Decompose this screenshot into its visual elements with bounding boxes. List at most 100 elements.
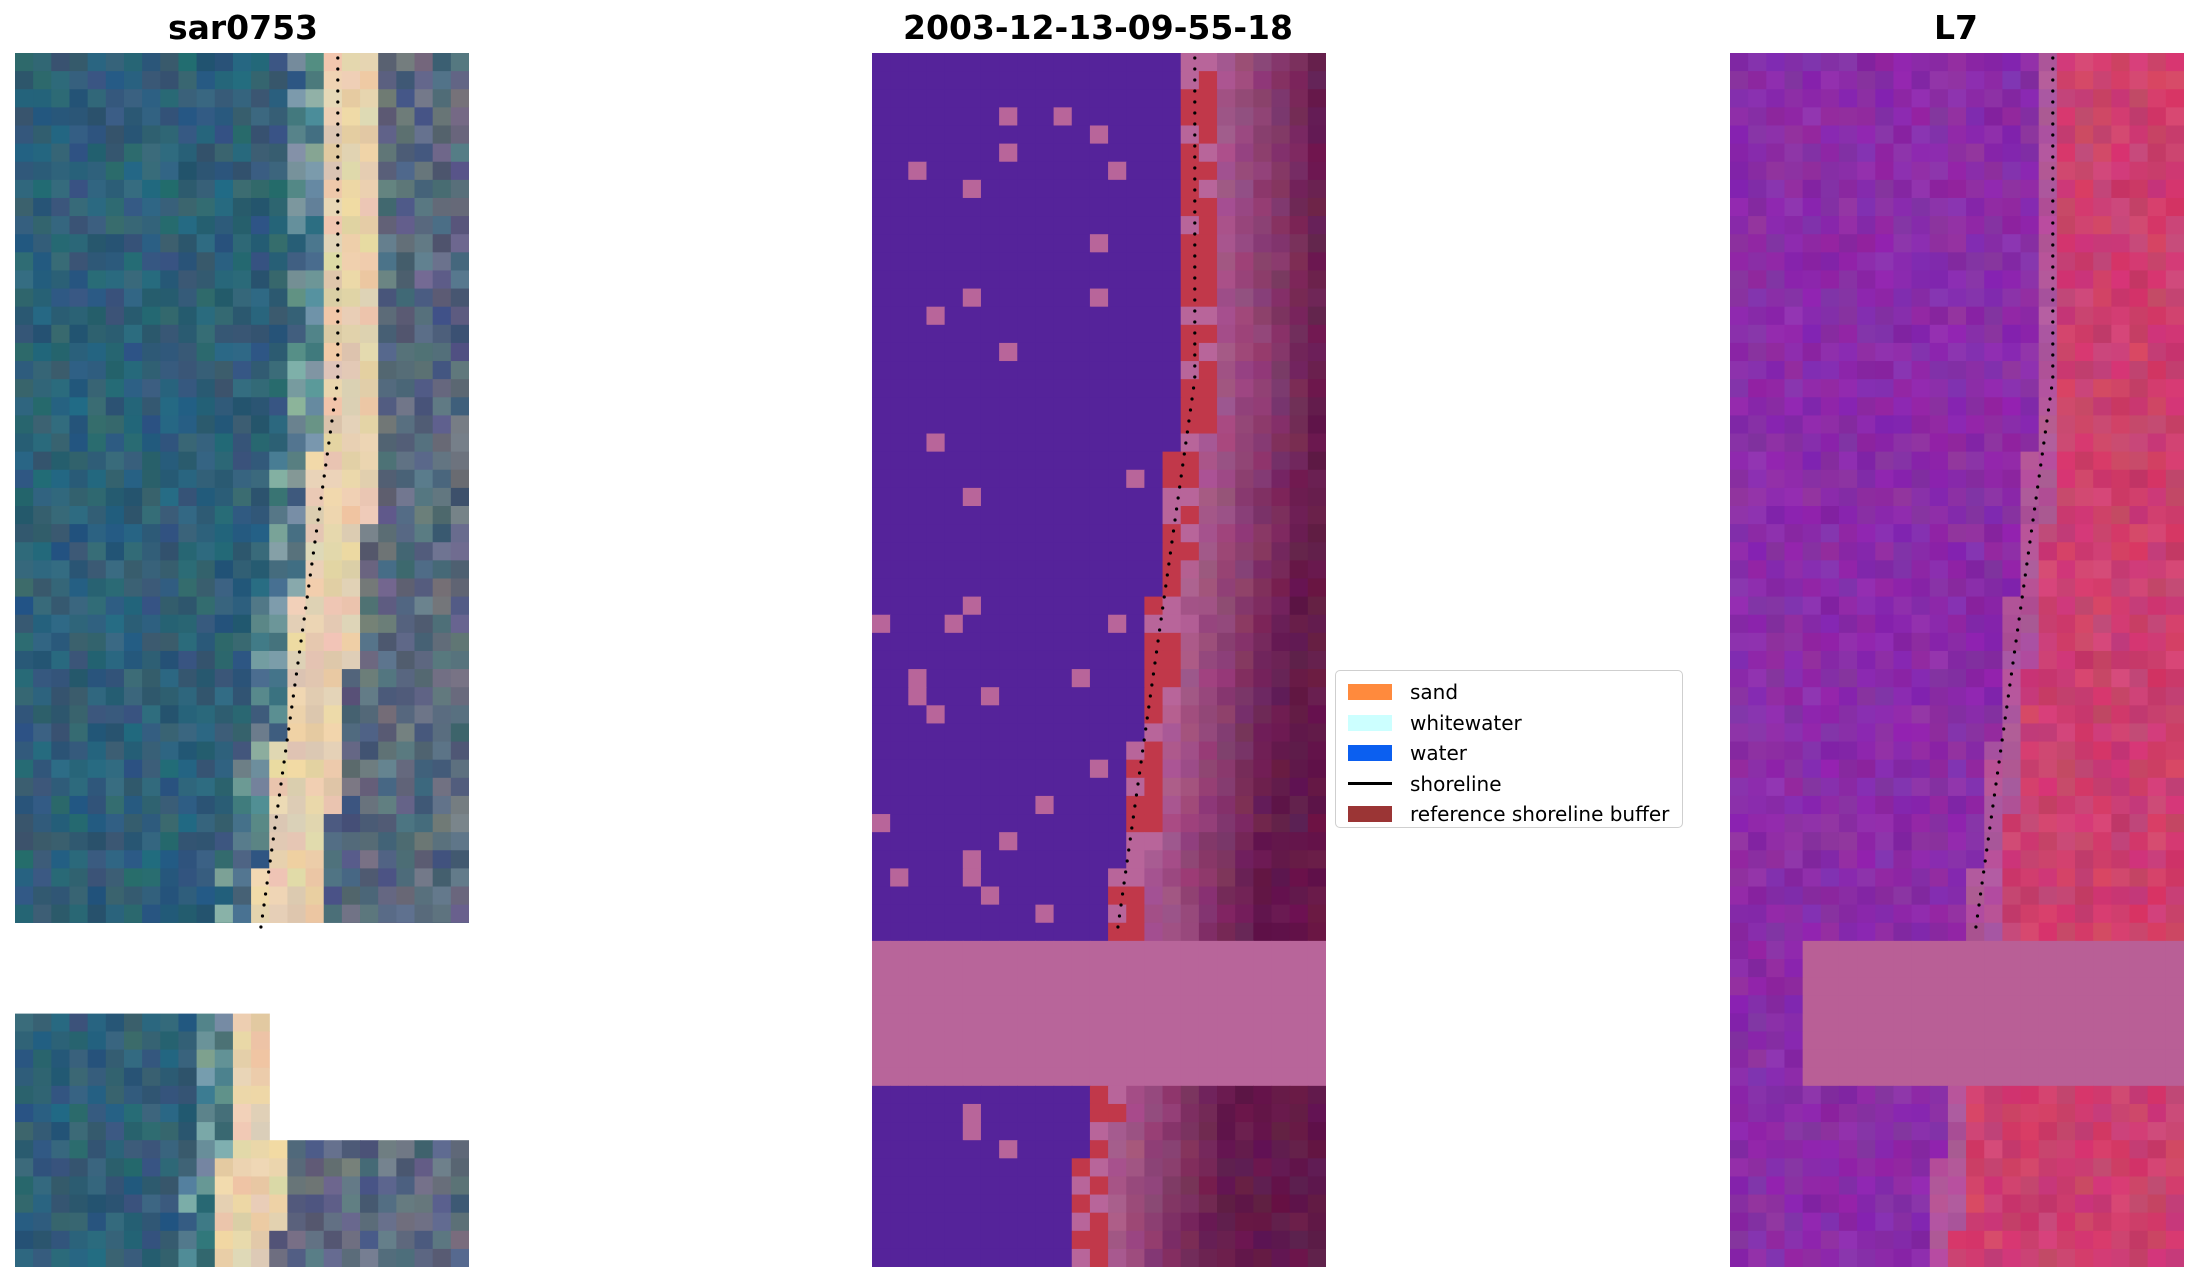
shoreline-point <box>336 67 340 71</box>
shoreline-point <box>2028 540 2032 544</box>
shoreline-point <box>1145 716 1149 720</box>
shoreline-point <box>2051 375 2055 379</box>
shoreline-point <box>2025 562 2029 566</box>
shoreline-point <box>1150 683 1154 687</box>
shoreline-point <box>263 892 268 896</box>
shoreline-point <box>1193 67 1197 71</box>
shoreline-point <box>285 738 289 742</box>
shoreline-point <box>1165 573 1169 577</box>
shoreline-point <box>1136 782 1140 786</box>
shoreline-point <box>2017 617 2021 621</box>
shoreline-point <box>1989 815 1993 819</box>
shoreline-point <box>336 309 340 313</box>
shoreline-point <box>336 188 340 192</box>
shoreline-point <box>1193 188 1197 192</box>
legend-item-water: water <box>1348 738 1670 769</box>
shoreline-point <box>2051 221 2055 225</box>
shoreline-point <box>1193 177 1197 181</box>
legend-item-whitewater: whitewater <box>1348 708 1670 739</box>
shoreline-point <box>2008 683 2012 687</box>
shoreline-point <box>1117 914 1122 918</box>
shoreline-point <box>336 353 340 357</box>
legend-item-sand: sand <box>1348 677 1670 708</box>
shoreline-point <box>336 210 340 214</box>
shoreline-point <box>322 474 326 478</box>
shoreline-point <box>293 683 297 687</box>
water-swatch <box>1348 745 1392 762</box>
shoreline-point <box>296 661 300 665</box>
shoreline-point <box>1154 650 1159 654</box>
shoreline-point <box>310 562 314 566</box>
shoreline-point <box>1193 155 1197 159</box>
shoreline-point <box>2051 67 2055 71</box>
sand-swatch <box>1348 684 1392 701</box>
shoreline-point <box>336 342 340 346</box>
shoreline-point <box>290 705 294 709</box>
shoreline-point <box>324 463 328 467</box>
shoreline-point <box>1988 826 1992 830</box>
shoreline-point <box>336 265 340 269</box>
shoreline-point <box>2043 430 2047 434</box>
shoreline-point <box>308 573 312 577</box>
shoreline-point <box>1142 738 1146 742</box>
shoreline-point <box>305 595 309 599</box>
shoreline-point <box>1156 639 1160 643</box>
shoreline-point <box>1193 199 1197 203</box>
shoreline-point <box>1983 859 1987 863</box>
shoreline-point <box>282 760 286 764</box>
shoreline-point <box>1178 485 1182 489</box>
shoreline-point <box>1147 705 1151 709</box>
shoreline-point <box>2051 276 2055 280</box>
shoreline-point <box>1161 606 1165 610</box>
shoreline-point <box>268 859 272 863</box>
shoreline-point <box>336 287 340 291</box>
shoreline-point <box>1179 474 1183 478</box>
shoreline-point <box>2051 155 2055 159</box>
classified-image <box>872 53 1326 1267</box>
shoreline-point <box>325 452 329 456</box>
shoreline-point <box>279 782 283 786</box>
shoreline-point <box>336 375 340 379</box>
shoreline-point <box>2009 672 2014 676</box>
shoreline-point <box>1193 144 1197 148</box>
shoreline-point <box>273 826 277 830</box>
shoreline-point <box>2046 408 2051 412</box>
shoreline-point <box>259 925 263 929</box>
shoreline-point <box>316 518 320 522</box>
shoreline-point <box>1193 122 1197 126</box>
shoreline-point <box>331 408 336 412</box>
shoreline-point <box>2051 111 2055 115</box>
shoreline-point <box>2051 254 2055 258</box>
shoreline-point <box>1119 903 1123 907</box>
shoreline-point <box>1139 760 1143 764</box>
shoreline-point <box>1182 452 1186 456</box>
shoreline-point <box>2051 243 2055 247</box>
shoreline-point <box>276 804 280 808</box>
shoreline-point <box>301 628 305 632</box>
shoreline-point <box>1986 837 1990 841</box>
shoreline-point <box>1170 540 1174 544</box>
shoreline-point <box>1131 815 1135 819</box>
shoreline-point <box>336 56 340 60</box>
shoreline-point <box>291 694 295 698</box>
shoreline-point <box>1153 661 1157 665</box>
shoreline-point <box>336 221 340 225</box>
shoreline-point <box>336 78 340 82</box>
whitewater-swatch <box>1348 714 1392 731</box>
shoreline-point <box>2000 738 2004 742</box>
shoreline-point <box>1974 925 1978 929</box>
shoreline-point <box>336 166 340 170</box>
rgb-image <box>15 53 469 1267</box>
shoreline-point <box>1193 309 1197 313</box>
shoreline-point <box>2051 353 2055 357</box>
shoreline-point <box>336 331 340 335</box>
panel-title-classified: 2003-12-13-09-55-18 <box>903 8 1293 47</box>
shoreline-point <box>1193 56 1197 60</box>
shoreline-point <box>2002 727 2006 731</box>
shoreline-point <box>1193 89 1197 93</box>
shoreline-point <box>1193 78 1197 82</box>
shoreline-point <box>277 793 282 797</box>
shoreline-point <box>2051 309 2055 313</box>
reference-buffer-swatch <box>1348 806 1392 823</box>
shoreline-point <box>1193 342 1197 346</box>
